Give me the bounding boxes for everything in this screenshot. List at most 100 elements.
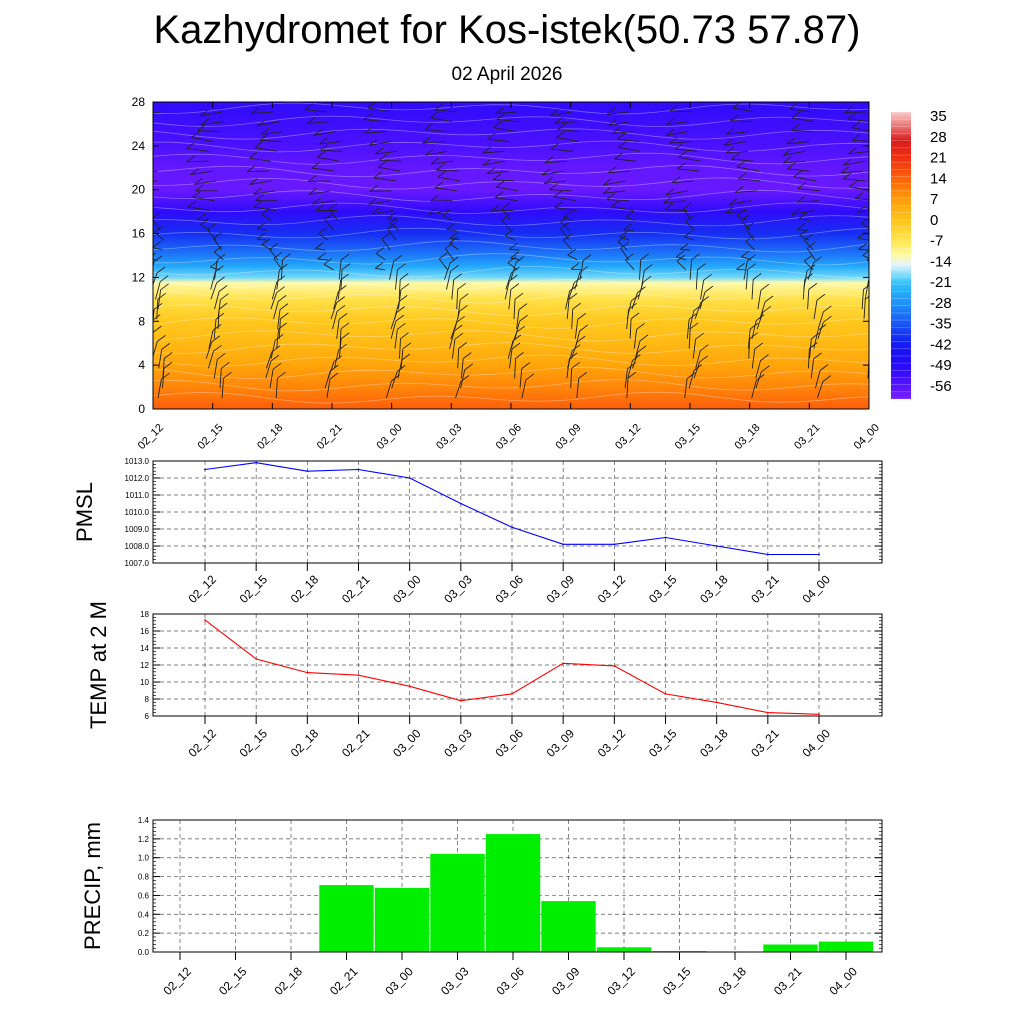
- x-tick-label: 02_21: [339, 572, 373, 606]
- wind-barb-flag: [569, 284, 578, 292]
- wind-barb: [387, 228, 397, 241]
- wind-barb: [496, 119, 519, 123]
- wind-barb: [554, 121, 577, 124]
- wind-barb: [253, 190, 276, 195]
- series-point: [306, 671, 309, 674]
- wind-barb-flag: [866, 257, 869, 261]
- wind-barb: [639, 259, 642, 280]
- wind-barb-flag: [251, 107, 260, 114]
- wind-barb-flag: [560, 215, 569, 223]
- wind-barb-flag: [450, 264, 459, 272]
- wind-barb: [608, 170, 631, 174]
- wind-barb: [330, 302, 338, 320]
- wind-barb: [813, 300, 818, 320]
- wind-barb-flag: [724, 206, 734, 214]
- wind-barb: [848, 118, 869, 122]
- wind-barb: [442, 215, 453, 221]
- wind-barb-flag: [449, 236, 458, 244]
- y-tick-label: 1007.0: [125, 559, 150, 568]
- wind-barb-flag: [804, 233, 813, 241]
- heatmap-y-tick-label: 16: [132, 227, 146, 241]
- wind-barb: [273, 301, 279, 320]
- wind-barb-flag: [458, 342, 467, 349]
- wind-barb-flag: [761, 365, 770, 373]
- wind-barb: [155, 281, 161, 300]
- wind-barb-flag: [881, 257, 889, 263]
- wind-barb-flag: [191, 131, 200, 138]
- wind-barb: [745, 269, 749, 290]
- wind-barb: [446, 271, 452, 290]
- wind-barb: [741, 256, 752, 261]
- wind-barb-flag: [791, 208, 801, 215]
- wind-barb-flag: [510, 283, 520, 290]
- wind-barb: [332, 311, 338, 330]
- wind-barb-flag: [482, 158, 491, 166]
- contour-line: [153, 189, 869, 202]
- series-point: [204, 619, 206, 621]
- wind-barb-flag: [399, 273, 409, 280]
- wind-barb-flag: [858, 243, 867, 250]
- wind-barb: [381, 238, 391, 251]
- wind-barb-flag: [879, 334, 887, 340]
- wind-barb: [675, 148, 698, 152]
- wind-barb-flag: [747, 263, 756, 271]
- wind-barb-flag: [640, 253, 649, 261]
- wind-barb: [782, 150, 806, 156]
- wind-barb-flag: [318, 227, 327, 235]
- wind-barb-flag: [571, 361, 580, 369]
- wind-barb-flag: [490, 204, 500, 212]
- wind-barb: [855, 198, 869, 201]
- wind-barb-flag: [791, 111, 801, 119]
- wind-barb: [385, 380, 392, 399]
- wind-barb: [493, 127, 516, 133]
- wind-barb: [796, 229, 808, 231]
- wind-barb-flag: [336, 296, 345, 303]
- y-tick-label: 14: [140, 644, 149, 653]
- wind-barb: [563, 216, 574, 221]
- wind-barb: [213, 251, 224, 261]
- colorbar-label: -49: [930, 357, 952, 374]
- y-tick-label: 1012.0: [125, 474, 150, 483]
- wind-barb-flag: [377, 160, 387, 168]
- colorbar-label: -35: [930, 316, 952, 333]
- wind-barb: [862, 254, 869, 259]
- series-point: [357, 674, 360, 677]
- wind-barb-flag: [213, 245, 223, 253]
- wind-barb: [251, 111, 274, 114]
- wind-barb: [611, 206, 634, 211]
- heatmap-x-tick-label: 03_12: [613, 422, 643, 452]
- wind-barb: [261, 244, 272, 251]
- wind-barb: [333, 291, 339, 310]
- x-tick-label: 03_21: [748, 726, 782, 760]
- wind-barb-flag: [732, 102, 742, 109]
- wind-barb-flag: [373, 171, 383, 179]
- wind-barb-flag: [436, 163, 445, 171]
- wind-barb: [276, 270, 280, 290]
- wind-barb-flag: [786, 137, 796, 145]
- wind-barb: [460, 369, 466, 389]
- wind-barb-flag: [625, 210, 635, 218]
- x-tick-label: 02_12: [185, 572, 219, 606]
- wind-barb-flag: [430, 157, 440, 165]
- wind-barb: [455, 381, 462, 399]
- wind-barb: [875, 322, 880, 339]
- wind-barb-flag: [515, 352, 524, 359]
- wind-barb: [247, 170, 270, 173]
- wind-barb-flag: [456, 315, 465, 323]
- wind-barb-flag: [731, 152, 740, 160]
- wind-barb-flag: [509, 242, 518, 250]
- wind-barb: [694, 302, 702, 320]
- series-point: [511, 693, 513, 695]
- wind-barb-flag: [764, 295, 774, 303]
- wind-barb: [148, 321, 152, 339]
- x-tick-label: 04_00: [826, 964, 860, 998]
- wind-barb: [400, 348, 404, 369]
- wind-barb-flag: [253, 200, 263, 208]
- wind-barb: [445, 248, 455, 261]
- wind-barb-flag: [819, 364, 829, 371]
- wind-barb-flag: [142, 260, 150, 266]
- wind-barb: [603, 180, 626, 186]
- colorbar: 35 28 21 14 7 0 -7 -14 -21 -28 -35 -42 -49 -56: [891, 108, 952, 400]
- series-point: [511, 526, 513, 529]
- wind-barb: [684, 378, 688, 399]
